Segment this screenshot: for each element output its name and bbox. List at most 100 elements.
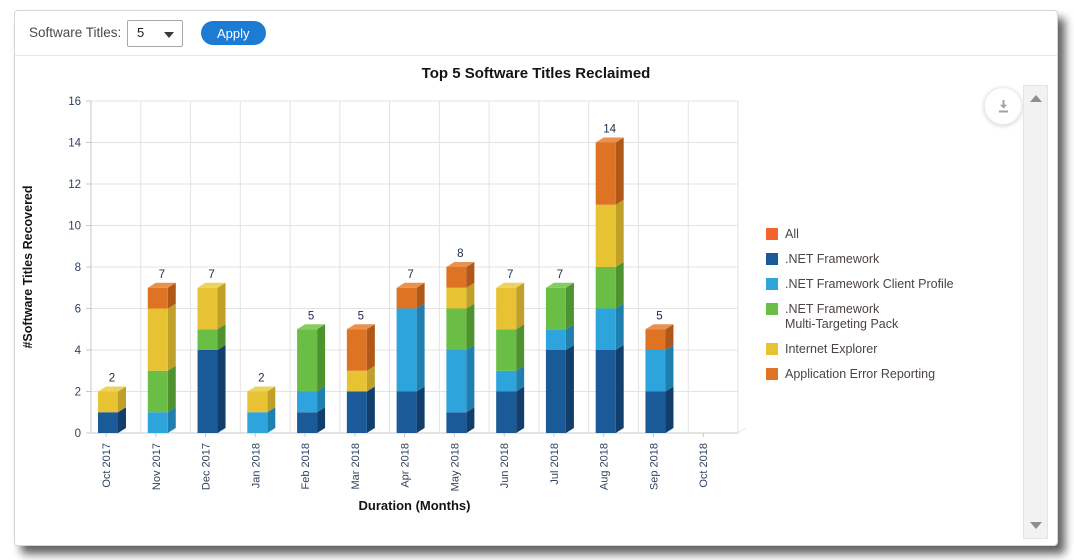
bar-segment[interactable] [197, 345, 226, 433]
bar-segment[interactable] [147, 303, 176, 371]
bar-segment[interactable] [496, 324, 525, 371]
bar-segment[interactable] [595, 345, 624, 433]
chart-title: Top 5 Software Titles Reclaimed [421, 65, 651, 82]
legend-item[interactable]: Internet Explorer [766, 342, 1016, 357]
y-tick-label: 10 [68, 221, 81, 233]
bar-value-label: 5 [358, 310, 364, 322]
bar-segment[interactable] [446, 262, 475, 288]
bar-value-label: 7 [507, 269, 513, 281]
x-tick-label: Oct 2018 [698, 443, 710, 488]
download-icon [998, 99, 1008, 112]
legend-swatch-icon [766, 343, 778, 355]
controls-bar: Software Titles: 5 Apply [15, 11, 1057, 56]
bar-segment[interactable] [446, 345, 475, 413]
bar-segment[interactable] [545, 282, 574, 330]
bar-segment[interactable] [496, 386, 525, 434]
y-tick-label: 12 [68, 179, 81, 191]
bar-segment[interactable] [545, 345, 574, 433]
legend-swatch-icon [766, 303, 778, 315]
bar-segment[interactable] [346, 365, 375, 392]
bar-segment[interactable] [645, 324, 674, 350]
bar-segment[interactable] [147, 282, 176, 309]
bar-segment[interactable] [645, 345, 674, 392]
x-tick-label: Dec 2017 [201, 443, 213, 490]
bar-segment[interactable] [545, 324, 574, 350]
bar-segment[interactable] [446, 303, 475, 351]
legend-swatch-icon [766, 228, 778, 240]
download-chart-button[interactable] [984, 87, 1022, 125]
bar-value-label: 8 [457, 248, 463, 260]
software-titles-dropdown[interactable]: 5 [127, 20, 183, 47]
bar-value-label: 2 [258, 373, 264, 385]
vertical-scrollbar[interactable] [1023, 85, 1048, 539]
bar-segment[interactable] [197, 324, 226, 350]
x-tick-label: Nov 2017 [151, 443, 163, 490]
bar-segment[interactable] [446, 407, 475, 433]
bar-value-label: 5 [308, 310, 314, 322]
bar-segment[interactable] [396, 386, 425, 434]
legend-swatch-icon [766, 368, 778, 380]
x-tick-label: Aug 2018 [599, 443, 611, 490]
bar-value-label: 7 [159, 269, 165, 281]
scroll-down-icon[interactable] [1030, 522, 1042, 529]
bar-segment[interactable] [98, 407, 126, 433]
scroll-up-icon[interactable] [1030, 95, 1042, 102]
bar-segment[interactable] [346, 386, 375, 434]
bar-segment[interactable] [247, 407, 276, 433]
x-tick-label: Feb 2018 [300, 443, 312, 489]
legend-item[interactable]: Application Error Reporting [766, 367, 1016, 382]
x-tick-label: Apr 2018 [400, 443, 412, 488]
bar-value-label: 7 [557, 269, 563, 281]
bar-segment[interactable] [346, 324, 375, 371]
bar-segment[interactable] [595, 199, 624, 267]
y-tick-label: 2 [75, 387, 81, 399]
bar-segment[interactable] [595, 262, 624, 309]
legend-item[interactable]: .NET Framework Client Profile [766, 277, 1016, 292]
legend-swatch-icon [766, 278, 778, 290]
apply-button[interactable]: Apply [201, 21, 266, 45]
legend-label: .NET Framework [785, 252, 880, 266]
x-tick-label: Jul 2018 [549, 443, 561, 485]
software-titles-label: Software Titles: [29, 25, 122, 40]
chart-widget-panel: Software Titles: 5 Apply Top 5 Software … [14, 10, 1058, 546]
x-tick-label: Sep 2018 [648, 443, 660, 490]
bar-segment[interactable] [496, 365, 525, 392]
bar-segment[interactable] [297, 407, 326, 433]
bar-segment[interactable] [297, 324, 326, 392]
x-axis-title: Duration (Months) [358, 498, 471, 513]
y-tick-label: 4 [75, 345, 82, 357]
bar-segment[interactable] [98, 386, 126, 413]
x-tick-label: Mar 2018 [350, 443, 362, 489]
bar-segment[interactable] [396, 303, 425, 392]
bar-value-label: 5 [656, 310, 662, 322]
legend-label: All [785, 227, 799, 241]
bar-segment[interactable] [645, 386, 674, 434]
bar-value-label: 14 [603, 124, 616, 136]
legend-swatch-icon [766, 253, 778, 265]
chevron-down-icon [164, 32, 174, 38]
legend-label: .NET Framework Client Profile [785, 277, 954, 291]
y-tick-label: 14 [68, 138, 81, 150]
legend-label: .NET Framework Multi-Targeting Pack [785, 302, 899, 331]
bar-segment[interactable] [197, 282, 226, 330]
bar-segment[interactable] [297, 386, 326, 413]
bar-value-label: 7 [407, 269, 413, 281]
bar-segment[interactable] [595, 137, 624, 205]
bar-segment[interactable] [147, 407, 176, 433]
legend-item[interactable]: .NET Framework [766, 252, 1016, 267]
bar-segment[interactable] [595, 303, 624, 351]
legend-item[interactable]: All [766, 227, 1016, 242]
bar-segment[interactable] [446, 282, 475, 309]
bar-segment[interactable] [147, 365, 176, 413]
bar-segment[interactable] [247, 386, 276, 413]
x-tick-label: Jun 2018 [499, 443, 511, 488]
bar-segment[interactable] [396, 282, 425, 309]
stacked-bar-chart: 0 2 4 6 8 10 12 14 16 Oct 2017 Nov 2017 Dec 2017 Jan… [68, 96, 747, 491]
y-tick-label: 0 [75, 428, 81, 440]
bar-segment[interactable] [496, 282, 525, 330]
chart-legend: All .NET Framework .NET Framework Client P… [766, 227, 1016, 392]
x-tick-label: Oct 2017 [101, 443, 113, 488]
bar-value-label: 7 [208, 269, 214, 281]
legend-item[interactable]: .NET Framework Multi-Targeting Pack [766, 302, 1016, 332]
